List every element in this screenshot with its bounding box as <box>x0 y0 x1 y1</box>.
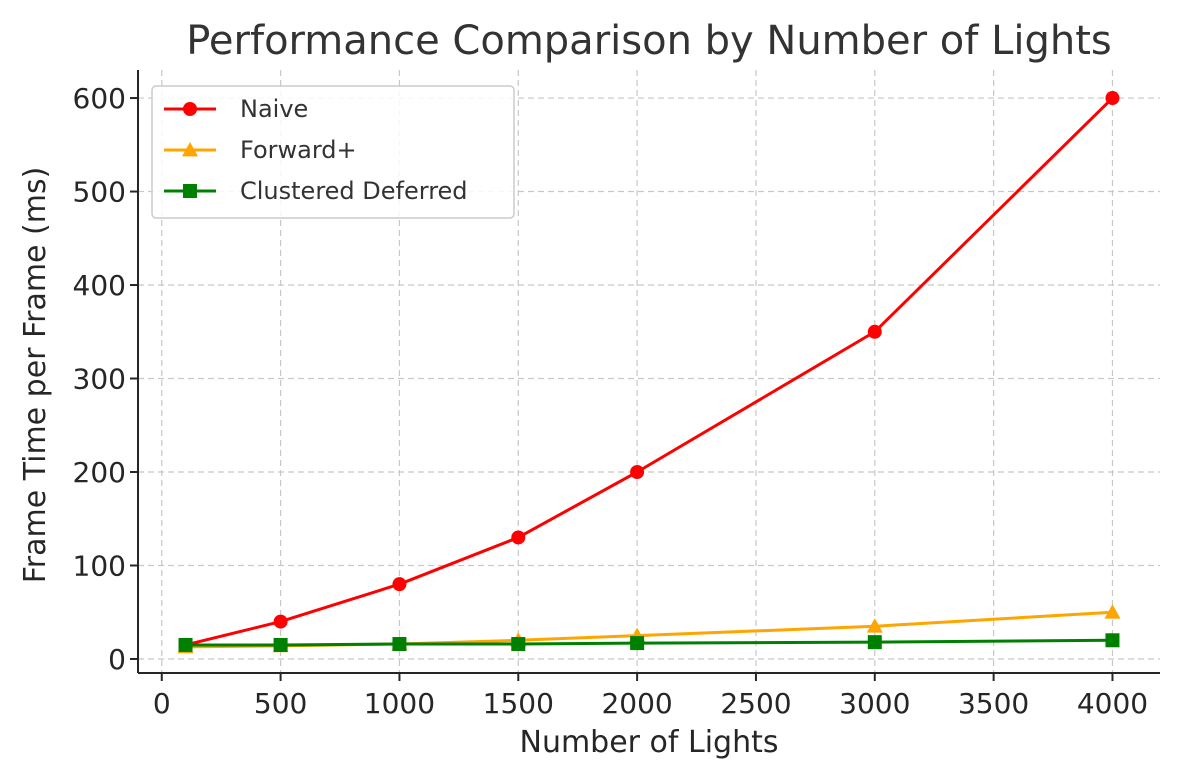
x-tick-label: 500 <box>254 687 307 720</box>
legend-label: Naive <box>240 95 308 123</box>
axes: 0 500 1000 1500 2000 2500 3000 3500 4000 0 100 200 3… <box>73 70 1160 720</box>
y-tick-label: 400 <box>73 269 126 302</box>
x-tick-label: 0 <box>153 687 171 720</box>
data-point <box>1105 633 1120 648</box>
x-axis-label: Number of Lights <box>520 725 779 760</box>
legend-label: Clustered Deferred <box>240 177 468 205</box>
y-tick-label: 200 <box>73 456 126 489</box>
y-axis-label: Frame Time per Frame (ms) <box>18 167 53 584</box>
x-tick-label: 4000 <box>1077 687 1148 720</box>
data-point <box>630 636 645 651</box>
data-point <box>867 635 882 650</box>
legend-marker <box>183 102 197 116</box>
legend-box <box>151 85 515 219</box>
y-tick-label: 0 <box>108 643 126 676</box>
data-point <box>392 637 407 652</box>
x-tick-label: 3500 <box>958 687 1029 720</box>
y-tick-label: 500 <box>73 176 126 209</box>
data-point <box>178 637 193 652</box>
x-tick-label: 3000 <box>839 687 910 720</box>
x-tick-label: 2000 <box>601 687 672 720</box>
legend-marker <box>182 142 198 157</box>
y-tick-label: 100 <box>73 549 126 582</box>
data-point <box>1104 604 1121 619</box>
series-clustered-deferred <box>178 633 1120 652</box>
data-point <box>511 530 526 545</box>
data-point <box>392 577 407 592</box>
data-point <box>273 637 288 652</box>
y-tick-label: 600 <box>73 82 126 115</box>
data-point <box>630 465 645 479</box>
y-tick-label: 300 <box>73 363 126 396</box>
x-tick-label: 1000 <box>364 687 435 720</box>
data-point <box>867 324 882 339</box>
series-layer <box>177 91 1121 654</box>
legend-item: Forward+ <box>164 136 357 164</box>
x-tick-label: 2500 <box>720 687 791 720</box>
legend: Naive Forward+ Clustered Deferred <box>151 85 515 219</box>
legend-item: Clustered Deferred <box>164 177 468 205</box>
legend-marker <box>183 184 197 198</box>
data-point <box>1105 91 1120 106</box>
data-point <box>511 637 526 652</box>
data-point <box>866 618 883 633</box>
x-tick-label: 1500 <box>483 687 554 720</box>
data-point <box>273 614 288 629</box>
legend-item: Naive <box>164 95 308 123</box>
legend-label: Forward+ <box>240 136 357 164</box>
chart-title: Performance Comparison by Number of Ligh… <box>186 18 1112 64</box>
